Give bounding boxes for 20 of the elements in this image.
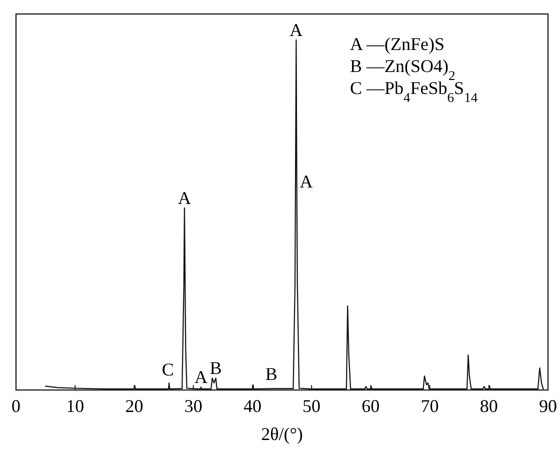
annotation: B —Zn(SO4)$_{2}$ bbox=[350, 56, 456, 82]
x-tick-label: 10 bbox=[66, 396, 84, 416]
x-axis-title: 2θ/(°) bbox=[261, 424, 303, 444]
annotation: A —(ZnFe)S bbox=[350, 34, 444, 54]
x-tick-label: 70 bbox=[420, 396, 439, 416]
x-tick-label: 90 bbox=[539, 396, 557, 416]
x-tick-label: 40 bbox=[243, 396, 262, 416]
x-tick-label: 30 bbox=[184, 396, 202, 416]
annotation: C bbox=[162, 359, 174, 380]
x-tick-label: 0 bbox=[12, 396, 20, 416]
annotation: B bbox=[210, 358, 222, 378]
annotation: A bbox=[300, 171, 313, 192]
annotation: A bbox=[178, 188, 191, 208]
annotation: A bbox=[290, 20, 303, 40]
annotation: B bbox=[265, 364, 278, 384]
x-tick-label: 50 bbox=[302, 396, 321, 416]
x-tick-label: 20 bbox=[125, 396, 144, 416]
annotation: A bbox=[194, 367, 208, 388]
x-tick-label: 60 bbox=[362, 396, 380, 416]
x-tick-label: 80 bbox=[480, 396, 498, 416]
